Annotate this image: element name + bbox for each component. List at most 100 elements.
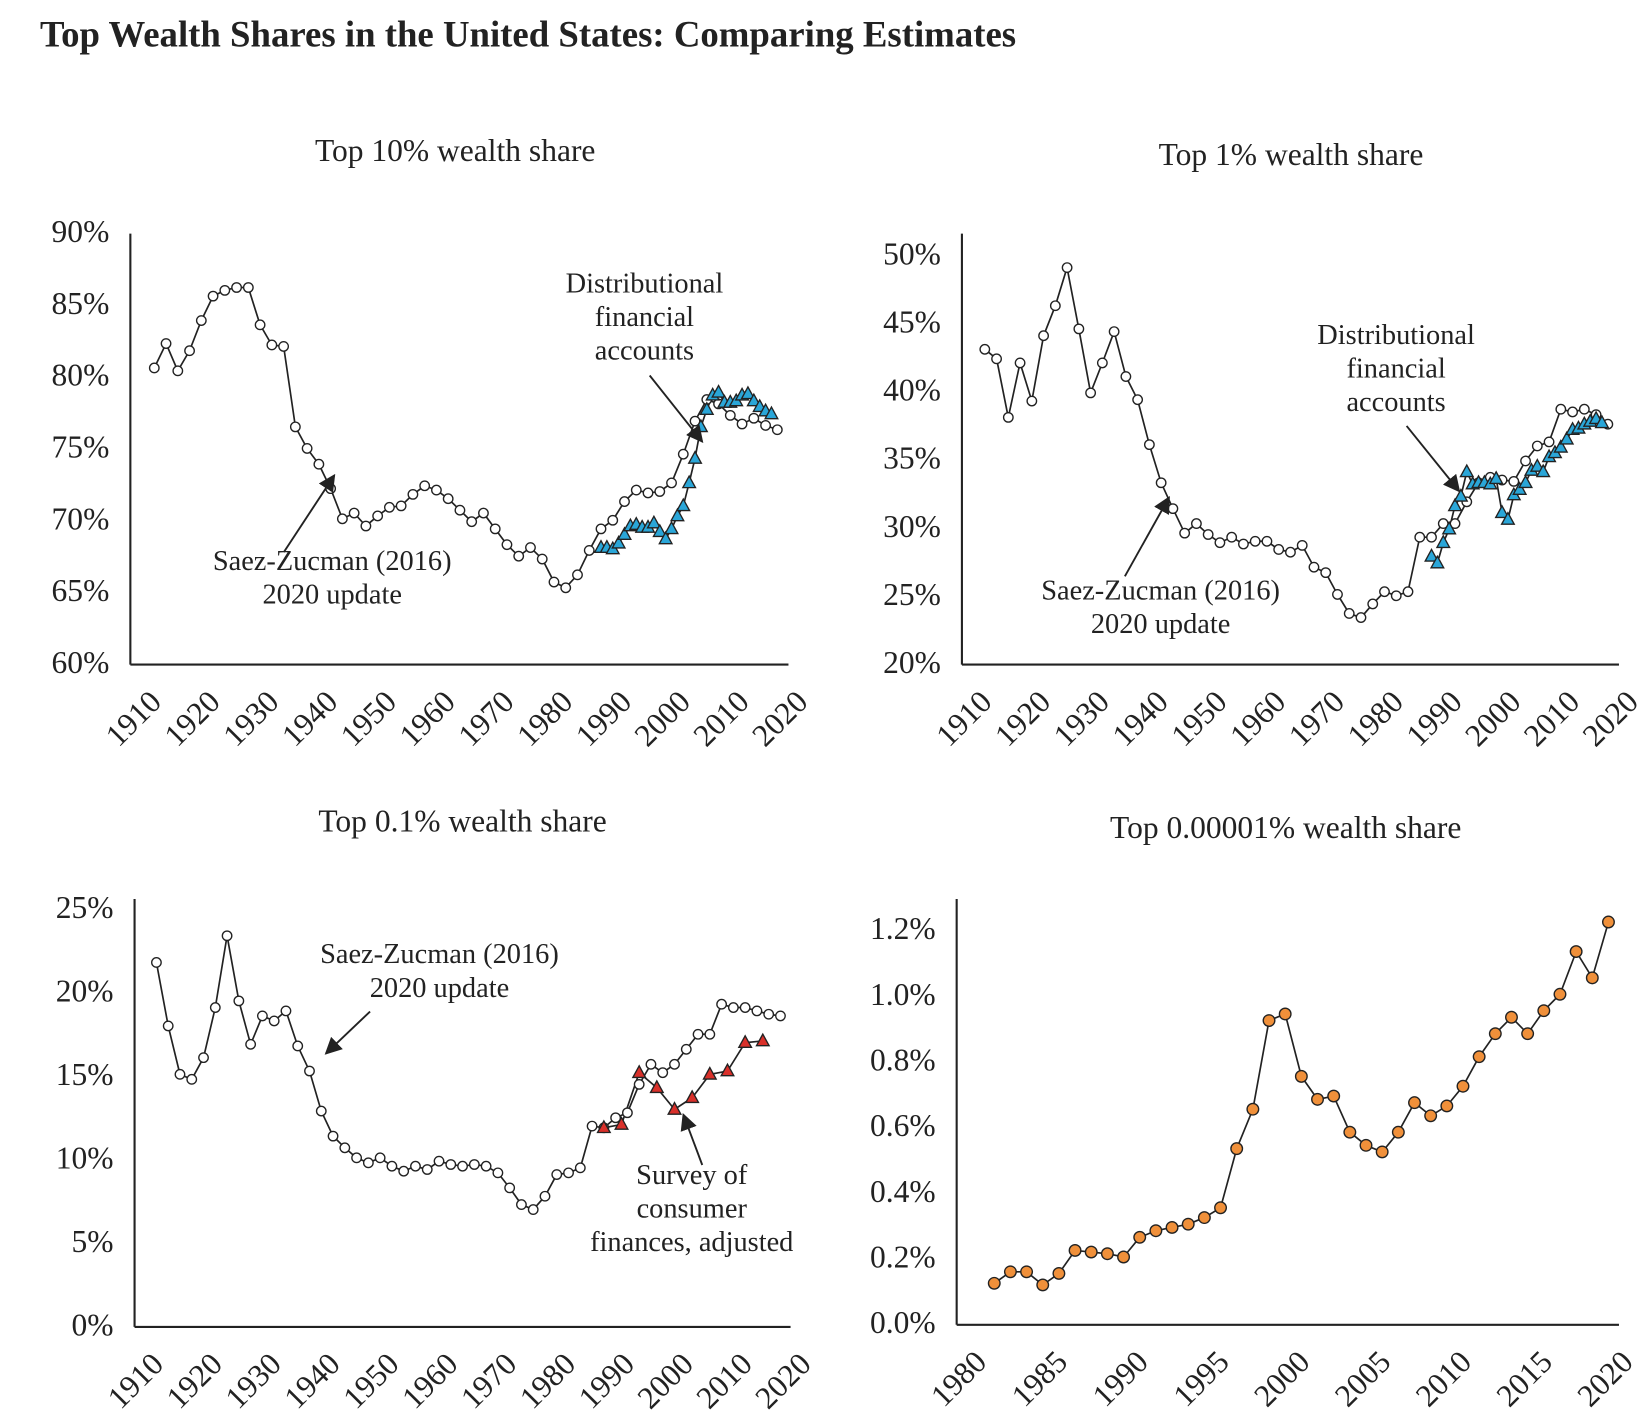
- x-tick-label: 1920: [988, 684, 1057, 753]
- circle-marker: [748, 412, 760, 424]
- circle-marker: [727, 1002, 739, 1013]
- x-tick-label: 1930: [216, 684, 285, 753]
- y-tick-label: 0%: [72, 1307, 114, 1342]
- x-tick-label: 2020: [745, 684, 814, 753]
- circle-marker: [1155, 477, 1167, 489]
- triangle-marker: [684, 1089, 700, 1104]
- triangle-marker: [746, 392, 762, 407]
- circle-marker: [1020, 1265, 1034, 1279]
- circle-marker: [1359, 1138, 1373, 1152]
- annotation: Saez-Zucman (2016): [1041, 575, 1280, 606]
- circle-marker: [1132, 394, 1144, 406]
- circle-marker: [1521, 1027, 1535, 1041]
- circle-marker: [991, 353, 1002, 365]
- y-tick-label: 20%: [56, 973, 114, 1008]
- panel-title: Top 10% wealth share: [315, 133, 595, 168]
- x-tick-label: 1910: [99, 684, 168, 753]
- circle-marker: [1052, 1266, 1066, 1280]
- circle-marker: [513, 550, 525, 562]
- triangle-marker: [1435, 534, 1451, 549]
- x-tick-label: 1970: [454, 1346, 523, 1415]
- circle-marker: [1096, 357, 1108, 369]
- circle-marker: [313, 458, 325, 470]
- circle-marker: [654, 486, 666, 497]
- x-tick-label: 1920: [157, 684, 226, 753]
- circle-marker: [410, 1160, 421, 1172]
- x-tick-label: 1940: [277, 1346, 346, 1415]
- circle-marker: [1014, 357, 1026, 369]
- circle-marker: [348, 507, 360, 519]
- circle-marker: [704, 1028, 716, 1040]
- y-tick-label: 85%: [52, 286, 110, 321]
- triangle-marker: [763, 405, 779, 420]
- triangle-marker: [631, 1064, 647, 1079]
- triangle-marker: [617, 526, 632, 541]
- circle-marker: [454, 504, 466, 516]
- circle-marker: [1036, 1278, 1050, 1292]
- circle-marker: [280, 1005, 292, 1017]
- circle-marker: [351, 1152, 363, 1164]
- circle-marker: [242, 282, 254, 293]
- circle-marker: [1553, 987, 1567, 1001]
- x-tick-label: 1980: [924, 1344, 993, 1413]
- circle-marker: [398, 1165, 410, 1177]
- y-tick-label: 0.0%: [870, 1305, 936, 1340]
- circle-marker: [336, 513, 348, 525]
- circle-marker: [692, 1028, 704, 1040]
- circle-marker: [1002, 411, 1014, 423]
- y-tick-label: 80%: [52, 358, 110, 393]
- circle-marker: [207, 290, 219, 302]
- circle-marker: [1585, 971, 1599, 985]
- triangle-marker: [1559, 430, 1575, 445]
- circle-marker: [763, 1008, 775, 1020]
- triangle-marker: [614, 1116, 629, 1130]
- circle-marker: [186, 1073, 198, 1085]
- circle-marker: [1190, 518, 1202, 530]
- circle-marker: [666, 477, 677, 489]
- circle-marker: [1278, 1007, 1292, 1021]
- circle-marker: [1230, 1142, 1244, 1156]
- circle-marker: [751, 1005, 763, 1017]
- circle-marker: [219, 284, 231, 296]
- circle-marker: [1520, 455, 1531, 467]
- x-tick-label: 1940: [275, 684, 344, 753]
- circle-marker: [586, 1120, 598, 1132]
- circle-marker: [560, 582, 572, 594]
- y-tick-label: 25%: [883, 577, 941, 612]
- annotation: consumer: [637, 1194, 748, 1225]
- triangle-marker: [737, 1034, 753, 1049]
- x-tick-label: 1980: [510, 684, 579, 753]
- circle-marker: [1391, 1125, 1405, 1139]
- circle-marker: [1343, 1125, 1357, 1139]
- x-tick-label: 1990: [1086, 1344, 1155, 1413]
- circle-marker: [1226, 531, 1238, 543]
- annotation-arrow: [648, 374, 704, 444]
- circle-marker: [1355, 612, 1367, 623]
- y-tick-label: 20%: [883, 645, 941, 680]
- circle-marker: [987, 1276, 1001, 1290]
- triangle-marker: [711, 384, 727, 398]
- circle-marker: [289, 421, 301, 433]
- annotation-arrow: [324, 1010, 371, 1055]
- circle-marker: [525, 542, 536, 553]
- circle-marker: [162, 1020, 174, 1032]
- triangle-marker: [675, 497, 691, 512]
- circle-marker: [619, 496, 630, 507]
- triangle-marker: [1488, 470, 1504, 485]
- circle-marker: [315, 1105, 327, 1117]
- triangle-marker: [1429, 554, 1445, 569]
- y-tick-label: 65%: [52, 573, 110, 608]
- circle-marker: [760, 420, 771, 431]
- circle-marker: [1578, 403, 1590, 415]
- panel-title: Top 0.00001% wealth share: [1110, 810, 1461, 845]
- circle-marker: [610, 1112, 622, 1124]
- circle-marker: [1531, 440, 1543, 452]
- circle-marker: [1262, 1014, 1276, 1028]
- y-tick-label: 1.2%: [870, 911, 936, 946]
- y-tick-label: 30%: [883, 509, 941, 544]
- triangle-marker: [1512, 481, 1528, 495]
- x-tick-label: 2000: [1458, 684, 1527, 753]
- x-tick-label: 2005: [1328, 1344, 1397, 1413]
- circle-marker: [1424, 1109, 1438, 1123]
